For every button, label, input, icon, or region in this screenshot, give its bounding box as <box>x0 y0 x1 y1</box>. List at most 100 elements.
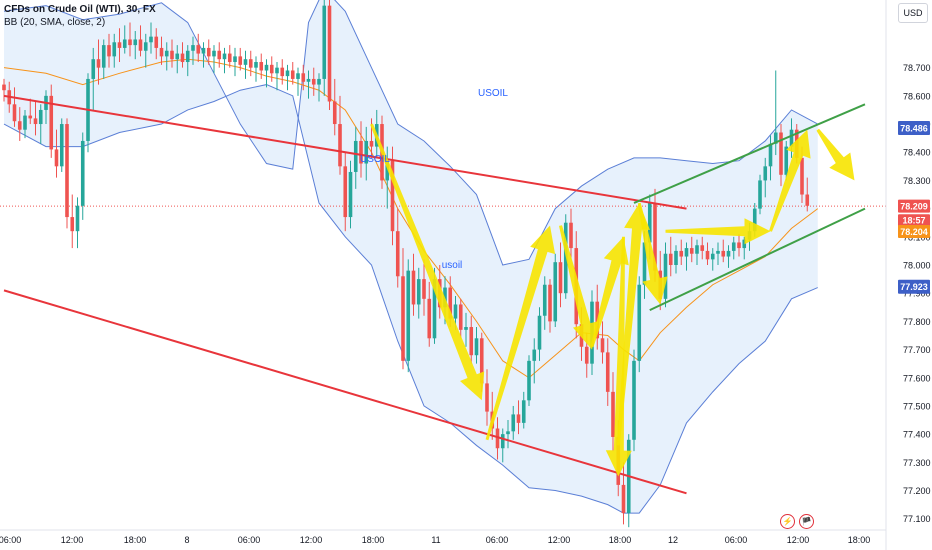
x-tick-label: 11 <box>431 535 440 545</box>
candle-body <box>584 346 589 364</box>
text-annotation: USOIL <box>478 88 508 99</box>
candle-body <box>248 59 253 68</box>
candle-body <box>700 245 705 251</box>
candle-body <box>668 253 673 265</box>
bb-upper-price-tag: 78.486 <box>898 120 930 135</box>
candle-body <box>75 205 80 232</box>
candle-body <box>448 287 453 319</box>
event-flag-icon[interactable]: ⚡ <box>780 514 795 529</box>
candle-body <box>254 62 258 68</box>
arrow-annotation <box>485 225 556 441</box>
candle-body <box>516 414 521 423</box>
candle-body <box>353 140 358 172</box>
candle-body <box>175 53 180 60</box>
candle-body <box>364 140 369 164</box>
countdown-tag-bg <box>898 214 930 227</box>
y-tick-label: 78.000 <box>903 261 931 271</box>
candle-body <box>385 160 390 181</box>
candle-body <box>17 121 22 130</box>
candle-body <box>705 250 710 260</box>
candle-body <box>464 327 468 330</box>
candle-body <box>59 124 64 167</box>
candle-body <box>170 50 174 60</box>
candle-body <box>752 208 757 232</box>
candle-body <box>91 59 96 79</box>
candle-body <box>49 95 54 150</box>
candle-body <box>296 73 300 79</box>
candle-body <box>401 276 405 361</box>
candle-body <box>422 279 426 299</box>
candle-body <box>112 42 117 57</box>
candle-body <box>322 5 327 79</box>
candle-body <box>737 242 741 249</box>
candle-body <box>521 400 526 423</box>
candle-body <box>716 250 720 254</box>
red-trend-line <box>3 289 687 495</box>
bb-mid-price-tag-text: 78.204 <box>900 227 928 237</box>
candle-body <box>359 140 363 164</box>
candle-body <box>474 338 479 356</box>
candle-body <box>542 284 547 316</box>
currency-button[interactable]: USD <box>898 3 928 23</box>
candle-body <box>343 166 348 218</box>
candle-body <box>600 338 605 353</box>
candle-body <box>2 84 6 91</box>
y-tick-label: 77.400 <box>903 430 931 440</box>
candle-body <box>784 146 789 175</box>
candle-body <box>684 248 689 257</box>
candle-body <box>201 47 206 54</box>
bb-lower-price-tag-bg <box>898 279 930 294</box>
candle-body <box>317 78 321 85</box>
candle-body <box>222 53 227 60</box>
bb-upper-price-tag-text: 78.486 <box>900 123 928 133</box>
candle-body <box>54 149 59 167</box>
candle-body <box>33 118 38 125</box>
event-flag-icon[interactable]: 🏴 <box>799 514 814 529</box>
x-tick-label: 18:00 <box>848 535 871 545</box>
bollinger-fill <box>4 0 818 514</box>
candle-body <box>238 56 243 65</box>
y-tick-label: 77.700 <box>903 345 931 355</box>
candle-body <box>65 124 69 218</box>
candle-body <box>117 42 122 48</box>
y-tick-label: 77.300 <box>903 458 931 468</box>
candle-body <box>101 45 106 68</box>
candle-body <box>642 242 647 285</box>
x-tick-label: 12:00 <box>300 535 323 545</box>
bb-mid-price-tag: 78.204 <box>898 224 930 238</box>
candle-body <box>647 202 652 243</box>
x-tick-label: 12 <box>668 535 678 545</box>
green-trend-line <box>649 207 866 312</box>
candle-body <box>196 45 201 54</box>
candle-body <box>290 70 295 79</box>
candle-body <box>259 62 264 71</box>
candle-body <box>416 279 421 305</box>
candle-body <box>311 78 316 85</box>
chart-title: CFDs on Crude Oil (WTI), 30, FX <box>4 4 156 15</box>
y-tick-label: 78.400 <box>903 148 931 158</box>
candle-body <box>233 56 237 63</box>
candle-body <box>122 39 127 48</box>
candle-body <box>779 132 783 175</box>
candle-body <box>212 50 216 57</box>
candle-body <box>427 298 432 339</box>
candle-body <box>726 250 731 257</box>
candle-body <box>107 45 111 57</box>
candle-body <box>653 202 657 271</box>
candle-body <box>70 217 75 232</box>
candle-body <box>789 129 794 147</box>
candle-body <box>332 101 337 125</box>
x-tick-label: 12:00 <box>548 535 571 545</box>
candle-body <box>227 53 232 63</box>
arrow-annotation <box>665 218 771 245</box>
candle-body <box>763 166 768 181</box>
arrow-annotation <box>605 236 632 477</box>
y-tick-label: 77.600 <box>903 373 931 383</box>
arrow-annotation <box>559 225 599 350</box>
candle-body <box>611 391 615 437</box>
candle-body <box>695 245 699 254</box>
bb-lower-price-tag-text: 77.923 <box>900 282 928 292</box>
candle-body <box>621 484 626 514</box>
